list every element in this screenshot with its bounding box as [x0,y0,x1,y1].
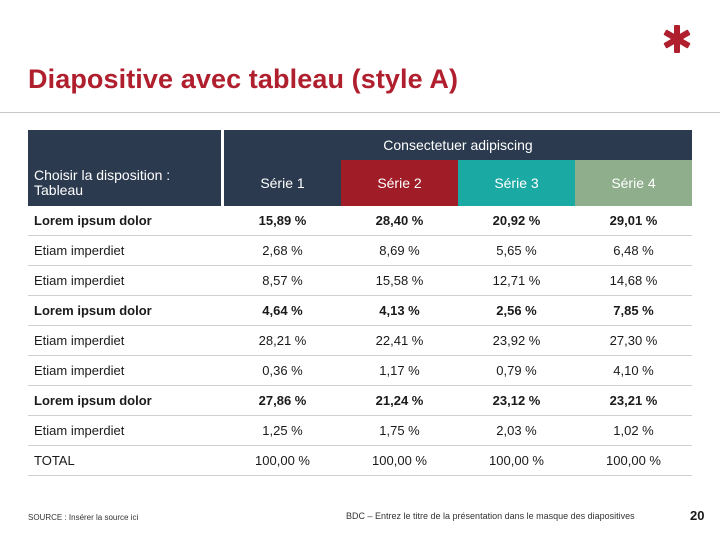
series-header-4: Série 4 [575,160,692,206]
row-value: 27,30 % [609,333,658,348]
row-value: 20,92 % [492,213,541,228]
total-value: 100,00 % [489,453,544,468]
row-label: Etiam imperdiet [34,243,125,258]
table-group-header: Consectetuer adipiscing [224,130,692,160]
page-title: Diapositive avec tableau (style A) [28,64,459,94]
row-value: 28,40 % [375,213,424,228]
row-value: 6,48 % [613,243,654,258]
row-value: 14,68 % [609,273,658,288]
footer-presentation-title: BDC – Entrez le titre de la présentation… [346,511,635,521]
row-value: 0,79 % [496,363,537,378]
series-header-2: Série 2 [341,160,458,206]
row-label: Lorem ipsum dolor [34,303,152,318]
title-divider [0,112,720,113]
row-label: Lorem ipsum dolor [34,213,152,228]
row-value: 4,13 % [379,303,420,318]
row-value: 15,89 % [258,213,307,228]
table-series-header-row: Choisir la disposition : Tableau Série 1… [28,160,692,206]
row-label: Etiam imperdiet [34,333,125,348]
row-value: 23,92 % [492,333,541,348]
data-table: Consectetuer adipiscing Choisir la dispo… [28,130,692,476]
row-value: 22,41 % [375,333,424,348]
table-total-row: TOTAL 100,00 % 100,00 % 100,00 % 100,00 … [28,446,692,476]
series-header-1: Série 1 [224,160,341,206]
total-label: TOTAL [34,453,75,468]
table-row: Lorem ipsum dolor 27,86 % 21,24 % 23,12 … [28,386,692,416]
row-value: 2,68 % [262,243,303,258]
row-value: 5,65 % [496,243,537,258]
table-corner-spacer [28,130,224,160]
total-value: 100,00 % [255,453,310,468]
row-value: 15,58 % [375,273,424,288]
table-row: Etiam imperdiet 2,68 % 8,69 % 5,65 % 6,4… [28,236,692,266]
row-value: 2,56 % [496,303,537,318]
row-value: 4,10 % [613,363,654,378]
row-value: 0,36 % [262,363,303,378]
row-value: 1,75 % [379,423,420,438]
row-value: 8,69 % [379,243,420,258]
asterisk-logo-icon [663,25,691,53]
row-value: 29,01 % [609,213,658,228]
row-value: 23,12 % [492,393,541,408]
table-group-header-row: Consectetuer adipiscing [28,130,692,160]
row-value: 2,03 % [496,423,537,438]
table-row: Etiam imperdiet 8,57 % 15,58 % 12,71 % 1… [28,266,692,296]
row-value: 1,25 % [262,423,303,438]
row-value: 8,57 % [262,273,303,288]
series-header-3: Série 3 [458,160,575,206]
row-label: Etiam imperdiet [34,423,125,438]
footer-source: SOURCE : Insérer la source ici [28,513,139,522]
row-value: 4,64 % [262,303,303,318]
row-value: 1,17 % [379,363,420,378]
row-value: 7,85 % [613,303,654,318]
total-value: 100,00 % [372,453,427,468]
row-value: 27,86 % [258,393,307,408]
row-value: 21,24 % [375,393,424,408]
row-value: 12,71 % [492,273,541,288]
table-row: Lorem ipsum dolor 4,64 % 4,13 % 2,56 % 7… [28,296,692,326]
table-row: Lorem ipsum dolor 15,89 % 28,40 % 20,92 … [28,206,692,236]
page-number: 20 [690,508,705,523]
table-corner-header: Choisir la disposition : Tableau [28,160,224,206]
row-value: 23,21 % [609,393,658,408]
table-row: Etiam imperdiet 28,21 % 22,41 % 23,92 % … [28,326,692,356]
row-label: Etiam imperdiet [34,363,125,378]
row-label: Etiam imperdiet [34,273,125,288]
row-label: Lorem ipsum dolor [34,393,152,408]
table-row: Etiam imperdiet 1,25 % 1,75 % 2,03 % 1,0… [28,416,692,446]
row-value: 28,21 % [258,333,307,348]
total-value: 100,00 % [606,453,661,468]
table-row: Etiam imperdiet 0,36 % 1,17 % 0,79 % 4,1… [28,356,692,386]
row-value: 1,02 % [613,423,654,438]
